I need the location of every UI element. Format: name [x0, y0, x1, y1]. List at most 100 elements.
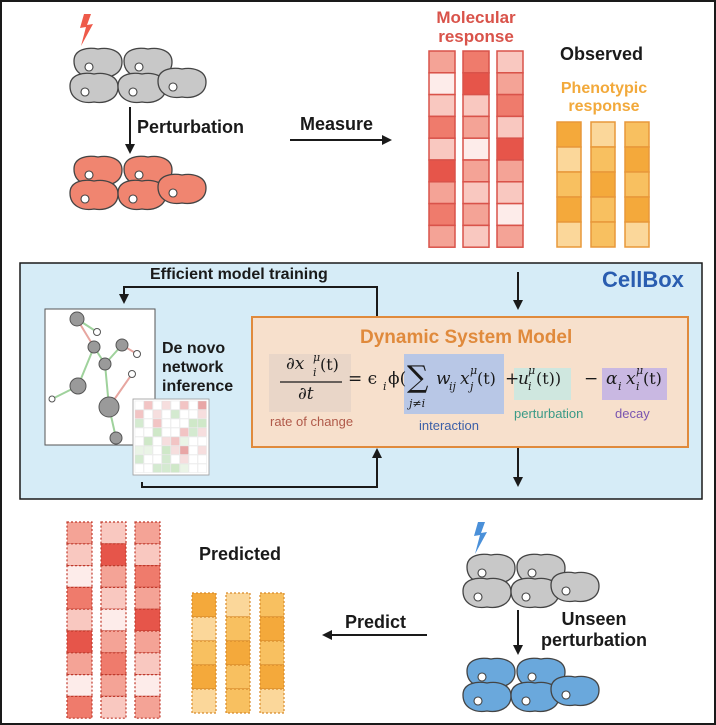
unseen-unperturbed-cells — [462, 553, 600, 609]
u-sup: μ — [528, 364, 536, 377]
w: w — [436, 369, 451, 389]
matrix-cell — [179, 463, 189, 473]
matrix-cell — [197, 445, 207, 455]
heatmap-cell — [624, 171, 650, 198]
heatmap-cell — [100, 608, 127, 632]
heatmap-cell — [590, 196, 616, 223]
heatmap-cell — [225, 688, 251, 714]
predicted-label: Predicted — [199, 544, 282, 564]
heatmap-cell — [66, 652, 93, 676]
efficient-training-label: Efficient model training — [150, 266, 328, 283]
matrix-cell — [197, 400, 207, 410]
heatmap-cell — [259, 640, 285, 666]
matrix-cell — [188, 463, 198, 473]
matrix-cell — [134, 418, 144, 428]
lhs-arg: (t) — [320, 355, 339, 374]
heatmap-cell — [100, 586, 127, 610]
matrix-cell — [179, 409, 189, 419]
matrix-cell — [143, 436, 153, 446]
heatmap-cell — [624, 146, 650, 173]
eps-sub: i — [383, 380, 387, 393]
heatmap-cell — [225, 640, 251, 666]
matrix-cell — [134, 400, 144, 410]
heatmap-cell — [225, 664, 251, 690]
matrix-cell — [152, 463, 162, 473]
matrix-cell — [152, 436, 162, 446]
matrix-cell — [197, 418, 207, 428]
heatmap-cell — [66, 695, 93, 719]
phi: ϕ( — [388, 369, 407, 389]
interaction-highlight — [404, 354, 504, 414]
matrix-cell — [152, 418, 162, 428]
xj-arg: (t) — [477, 369, 496, 388]
matrix-cell — [179, 436, 189, 446]
heatmap-cell — [225, 616, 251, 642]
alpha-sub: i — [618, 380, 622, 393]
heatmap-cell — [556, 171, 582, 198]
heatmap-cell — [428, 72, 456, 96]
heatmap-cell — [556, 146, 582, 173]
matrix-cell — [188, 400, 198, 410]
dsm-title: Dynamic System Model — [360, 327, 573, 348]
matrix-cell — [161, 427, 171, 437]
heatmap-cell — [462, 93, 490, 118]
heatmap-cell — [191, 688, 217, 714]
u: u — [518, 369, 529, 389]
matrix-cell — [161, 409, 171, 419]
heatmap-cell — [259, 664, 285, 690]
measure-label: Measure — [300, 114, 374, 134]
heatmap-cell — [100, 564, 127, 588]
heatmap-cell — [191, 592, 217, 618]
heatmap-cell — [496, 72, 524, 96]
matrix-cell — [170, 436, 180, 446]
heatmap-cell — [624, 221, 650, 248]
perturbation-highlight — [514, 368, 571, 400]
matrix-cell — [143, 418, 153, 428]
matrix-cell — [134, 445, 144, 455]
heatmap-cell — [590, 121, 616, 148]
heatmap-cell — [556, 196, 582, 223]
matrix-cell — [170, 454, 180, 464]
heatmap-cell — [134, 608, 161, 632]
matrix-cell — [152, 454, 162, 464]
heatmap-cell — [624, 121, 650, 148]
matrix-cell — [134, 463, 144, 473]
rate-of-change-highlight — [269, 354, 351, 412]
heatmap-cell — [134, 586, 161, 610]
decay-caption: decay — [615, 406, 650, 421]
heatmap-cell — [134, 652, 161, 676]
lhs-numerator: ∂x — [286, 354, 305, 374]
weight-matrix — [134, 400, 207, 473]
heatmap-cell — [462, 181, 490, 205]
unseen-perturbed-cells — [462, 657, 600, 713]
observed-label: Observed — [560, 44, 644, 64]
matrix-cell — [161, 436, 171, 446]
heatmap-cell — [191, 616, 217, 642]
matrix-cell — [179, 418, 189, 428]
training-loop-bottom-arrow — [141, 448, 382, 488]
heatmap-cell — [428, 224, 456, 248]
heatmap-cell — [462, 159, 490, 183]
matrix-cell — [161, 463, 171, 473]
heatmap-cell — [100, 630, 127, 654]
xi: x — [626, 369, 636, 389]
training-loop-top-arrow — [119, 286, 378, 316]
heatmap-cell — [624, 196, 650, 223]
matrix-cell — [152, 427, 162, 437]
matrix-cell — [179, 427, 189, 437]
matrix-cell — [161, 418, 171, 428]
matrix-cell — [188, 454, 198, 464]
lightning-icon-blue — [474, 522, 487, 554]
lhs-sup: μ — [313, 351, 321, 364]
matrix-cell — [197, 436, 207, 446]
heatmap-cell — [462, 224, 490, 248]
unperturbed-cells — [69, 47, 207, 104]
heatmap-cell — [462, 115, 490, 139]
heatmap-cell — [496, 115, 524, 139]
heatmap-cell — [100, 521, 127, 545]
heatmap-cell — [66, 673, 93, 697]
heatmap-cell — [496, 93, 524, 118]
decay-highlight — [602, 368, 667, 400]
matrix-cell — [152, 409, 162, 419]
heatmap-cell — [428, 137, 456, 161]
